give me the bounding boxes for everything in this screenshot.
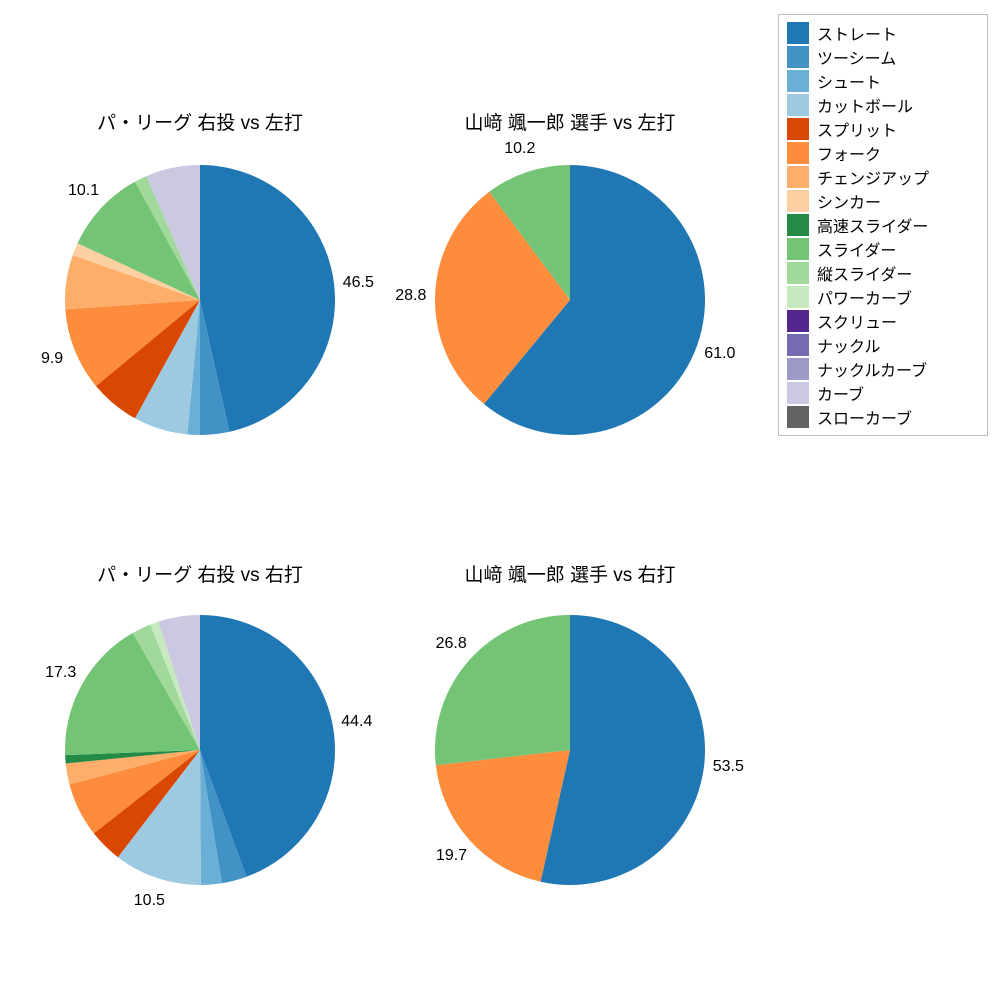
legend-swatch-slider: [787, 238, 809, 260]
legend-item-fast_slider: 高速スライダー: [787, 213, 979, 237]
slice-label-slider: 10.2: [504, 140, 535, 158]
legend-label: フォーク: [817, 141, 881, 165]
legend-item-changeup: チェンジアップ: [787, 165, 979, 189]
legend-item-power_curve: パワーカーブ: [787, 285, 979, 309]
legend-label: 高速スライダー: [817, 213, 928, 237]
legend-swatch-two_seam: [787, 46, 809, 68]
legend-label: カットボール: [817, 93, 913, 117]
slice-label-slider: 17.3: [45, 664, 76, 682]
legend-item-slow_curve: スローカーブ: [787, 405, 979, 429]
chart-title: パ・リーグ 右投 vs 右打: [65, 560, 335, 587]
legend-swatch-fork: [787, 142, 809, 164]
slice-label-slider: 10.1: [68, 182, 99, 200]
legend-swatch-curve: [787, 382, 809, 404]
slice-label-straight: 46.5: [343, 274, 374, 292]
legend-label: シンカー: [817, 189, 881, 213]
legend-swatch-power_curve: [787, 286, 809, 308]
legend-label: ツーシーム: [817, 45, 896, 69]
slice-label-straight: 61.0: [704, 345, 735, 363]
legend-swatch-cutball: [787, 94, 809, 116]
legend-label: スクリュー: [817, 309, 897, 333]
pie: [435, 165, 705, 435]
pie: [65, 615, 335, 885]
legend-swatch-knuckle: [787, 334, 809, 356]
slice-label-straight: 53.5: [713, 758, 744, 776]
legend-swatch-screw: [787, 310, 809, 332]
legend-item-screw: スクリュー: [787, 309, 979, 333]
pie: [435, 615, 705, 885]
slice-label-straight: 44.4: [341, 713, 372, 731]
legend-item-cutball: カットボール: [787, 93, 979, 117]
legend-item-split: スプリット: [787, 117, 979, 141]
slice-label-slider: 26.8: [436, 635, 467, 653]
legend-label: ナックルカーブ: [817, 357, 927, 381]
legend: ストレートツーシームシュートカットボールスプリットフォークチェンジアップシンカー…: [778, 14, 988, 436]
legend-item-shoot: シュート: [787, 69, 979, 93]
legend-item-two_seam: ツーシーム: [787, 45, 979, 69]
chart-title: 山﨑 颯一郎 選手 vs 右打: [435, 560, 705, 587]
legend-swatch-straight: [787, 22, 809, 44]
legend-label: カーブ: [817, 381, 864, 405]
pie-chart-bottom-left: パ・リーグ 右投 vs 右打44.410.517.3: [65, 615, 335, 885]
legend-item-knuckle: ナックル: [787, 333, 979, 357]
legend-swatch-shoot: [787, 70, 809, 92]
legend-swatch-sinker: [787, 190, 809, 212]
figure: パ・リーグ 右投 vs 左打46.59.910.1 山﨑 颯一郎 選手 vs 左…: [0, 0, 1000, 1000]
pie: [65, 165, 335, 435]
slice-label-fork: 19.7: [436, 847, 467, 865]
legend-label: 縦スライダー: [817, 261, 912, 285]
legend-swatch-knuckle_curve: [787, 358, 809, 380]
legend-swatch-split: [787, 118, 809, 140]
legend-item-knuckle_curve: ナックルカーブ: [787, 357, 979, 381]
slice-label-fork: 28.8: [395, 287, 426, 305]
legend-item-sinker: シンカー: [787, 189, 979, 213]
legend-label: ナックル: [817, 333, 881, 357]
legend-label: シュート: [817, 69, 881, 93]
legend-item-straight: ストレート: [787, 21, 979, 45]
pie-chart-top-right: 山﨑 颯一郎 選手 vs 左打61.028.810.2: [435, 165, 705, 435]
legend-label: スプリット: [817, 117, 897, 141]
legend-label: スライダー: [817, 237, 896, 261]
legend-swatch-slow_curve: [787, 406, 809, 428]
slice-label-fork: 9.9: [41, 350, 63, 368]
legend-swatch-fast_slider: [787, 214, 809, 236]
chart-title: パ・リーグ 右投 vs 左打: [65, 108, 335, 135]
legend-swatch-tate_slider: [787, 262, 809, 284]
legend-item-fork: フォーク: [787, 141, 979, 165]
pie-chart-bottom-right: 山﨑 颯一郎 選手 vs 右打53.519.726.8: [435, 615, 705, 885]
legend-item-tate_slider: 縦スライダー: [787, 261, 979, 285]
legend-label: チェンジアップ: [817, 165, 929, 189]
legend-swatch-changeup: [787, 166, 809, 188]
slice-label-cutball: 10.5: [134, 892, 165, 910]
chart-title: 山﨑 颯一郎 選手 vs 左打: [435, 108, 705, 135]
legend-item-curve: カーブ: [787, 381, 979, 405]
legend-label: パワーカーブ: [817, 285, 912, 309]
legend-item-slider: スライダー: [787, 237, 979, 261]
legend-label: ストレート: [817, 21, 897, 45]
pie-chart-top-left: パ・リーグ 右投 vs 左打46.59.910.1: [65, 165, 335, 435]
legend-label: スローカーブ: [817, 405, 912, 429]
